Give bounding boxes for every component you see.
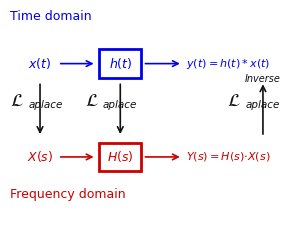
Text: $\mathcal{L}$: $\mathcal{L}$	[85, 92, 98, 110]
Text: $x(t)$: $x(t)$	[28, 56, 52, 71]
Text: Inverse: Inverse	[245, 74, 281, 84]
FancyBboxPatch shape	[100, 49, 141, 78]
Text: $y(t) = h(t)*x(t)$: $y(t) = h(t)*x(t)$	[186, 57, 270, 71]
Text: $Y(s) = H(s){\cdot}X(s)$: $Y(s) = H(s){\cdot}X(s)$	[186, 151, 270, 163]
Text: Frequency domain: Frequency domain	[10, 188, 126, 201]
Text: $h(t)$: $h(t)$	[109, 56, 132, 71]
Text: Time domain: Time domain	[10, 10, 92, 23]
Text: aplace: aplace	[102, 100, 137, 110]
Text: $\mathcal{L}$: $\mathcal{L}$	[10, 92, 24, 110]
Text: $X(s)$: $X(s)$	[27, 149, 53, 164]
Text: $\mathcal{L}$: $\mathcal{L}$	[227, 92, 241, 110]
Text: aplace: aplace	[245, 100, 280, 110]
Text: aplace: aplace	[28, 100, 62, 110]
FancyBboxPatch shape	[100, 142, 141, 171]
Text: $H(s)$: $H(s)$	[107, 149, 134, 164]
